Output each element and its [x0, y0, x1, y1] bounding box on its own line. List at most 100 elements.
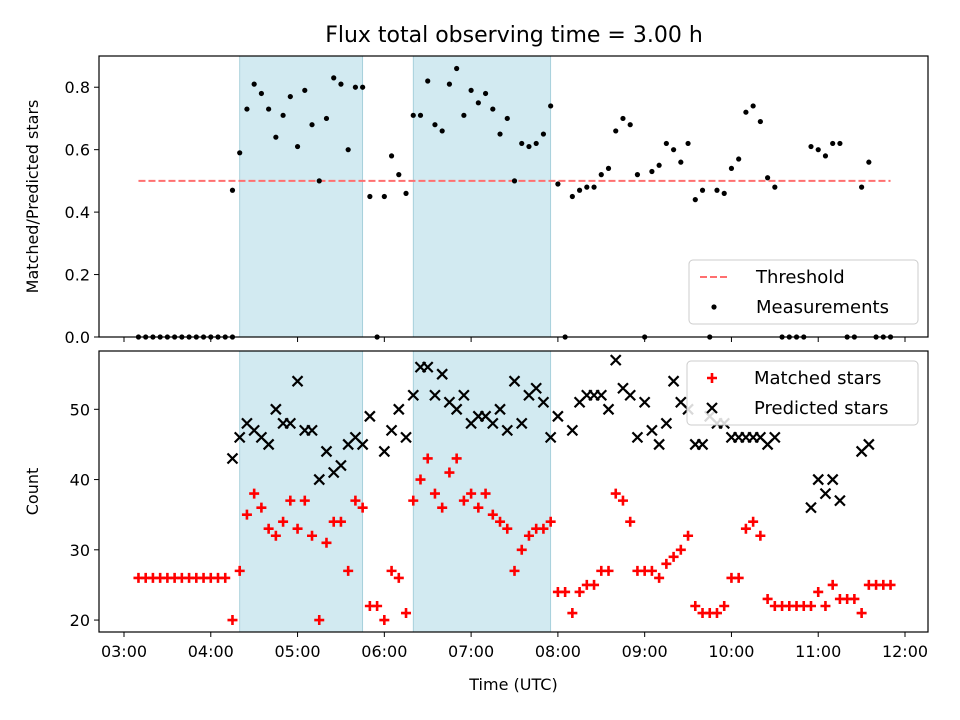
x-tick-label: 04:00 [188, 642, 234, 661]
shaded-interval-2 [412, 55, 552, 338]
data-point [323, 115, 330, 122]
data-point [516, 544, 527, 555]
data-point [733, 572, 744, 583]
data-point [699, 187, 706, 193]
data-point [692, 197, 698, 203]
y-tick-label: 0.0 [65, 328, 90, 347]
legend-dot-marker [711, 304, 717, 310]
data-point [497, 131, 503, 137]
data-point [646, 565, 657, 576]
data-point [765, 175, 771, 181]
data-point [258, 90, 264, 97]
data-point [388, 153, 395, 159]
data-point [808, 143, 814, 150]
x-tick-label: 10:00 [708, 642, 754, 661]
x-tick-label: 07:00 [448, 642, 494, 661]
data-point [436, 368, 448, 380]
legend-x-marker [706, 402, 718, 414]
data-point [530, 382, 542, 395]
data-point [352, 84, 359, 90]
data-point [519, 140, 525, 147]
data-point [508, 375, 521, 387]
data-point [487, 417, 499, 430]
bottom-panel: 20 30 40 50 03:00 04:00 05:00 06:00 07:00 08:00 09… [23, 350, 929, 694]
data-point [307, 530, 318, 541]
data-point [555, 181, 561, 187]
data-point [444, 467, 455, 478]
data-point [437, 502, 448, 513]
x-tick-label: 05:00 [275, 642, 321, 661]
data-point [609, 354, 622, 366]
data-point [454, 65, 460, 72]
legend-box [686, 360, 919, 426]
top-panel: 0.0 0.2 0.4 0.6 0.8 Matched/Predicted stars Th… [23, 55, 929, 347]
data-point [826, 473, 839, 486]
data-point [750, 103, 756, 109]
data-point [566, 424, 579, 437]
data-point [603, 565, 614, 576]
data-point [501, 424, 514, 437]
data-point [407, 389, 420, 402]
data-point [273, 134, 279, 140]
data-point [714, 187, 720, 193]
series-predicted-stars [226, 354, 875, 514]
data-point [631, 431, 644, 444]
data-point [401, 608, 412, 619]
data-point [292, 523, 303, 534]
data-point [381, 193, 387, 200]
data-point [670, 147, 677, 153]
data-point [482, 90, 489, 97]
data-point [379, 615, 390, 626]
y-tick-label: 40 [70, 471, 90, 490]
data-point [504, 115, 510, 122]
chart-title: Flux total observing time = 3.00 h [325, 23, 703, 48]
data-point [769, 431, 781, 444]
data-point [849, 593, 860, 604]
y-tick-label: 0.6 [65, 141, 90, 160]
data-point [270, 403, 282, 416]
data-point [439, 128, 445, 134]
data-point [830, 140, 836, 147]
data-point [748, 516, 759, 527]
data-point [509, 565, 520, 576]
data-point [815, 147, 821, 153]
data-point [313, 473, 326, 486]
data-point [627, 122, 633, 128]
y-tick-label: 0.2 [65, 266, 90, 285]
data-point [625, 516, 636, 527]
data-point [574, 586, 585, 597]
data-point [266, 106, 272, 112]
data-point [294, 143, 301, 150]
data-point [834, 494, 846, 507]
data-point [591, 184, 597, 190]
data-point [400, 431, 412, 444]
data-point [660, 417, 673, 430]
data-point [321, 537, 332, 548]
data-point [526, 143, 532, 150]
data-point [805, 501, 817, 514]
data-point [280, 112, 286, 118]
data-point [613, 128, 619, 134]
data-point [302, 87, 308, 93]
data-point [646, 424, 658, 437]
data-point [661, 558, 672, 569]
y-tick-label: 30 [70, 541, 90, 560]
data-point [602, 403, 615, 416]
data-point [415, 474, 426, 485]
data-point [663, 140, 669, 147]
data-point [805, 601, 816, 612]
data-point [357, 502, 368, 513]
data-point [552, 410, 564, 423]
data-point [502, 523, 513, 534]
legend: Threshold Measurements [688, 259, 919, 325]
data-point [490, 106, 496, 112]
data-point [863, 438, 875, 451]
shaded-interval-1 [239, 350, 364, 633]
axes-frame [98, 55, 929, 338]
data-point [285, 495, 296, 506]
data-point [480, 488, 491, 499]
y-axis-label: Matched/Predicted stars [23, 100, 42, 294]
series-matched-stars [133, 453, 896, 626]
data-point [728, 165, 735, 171]
